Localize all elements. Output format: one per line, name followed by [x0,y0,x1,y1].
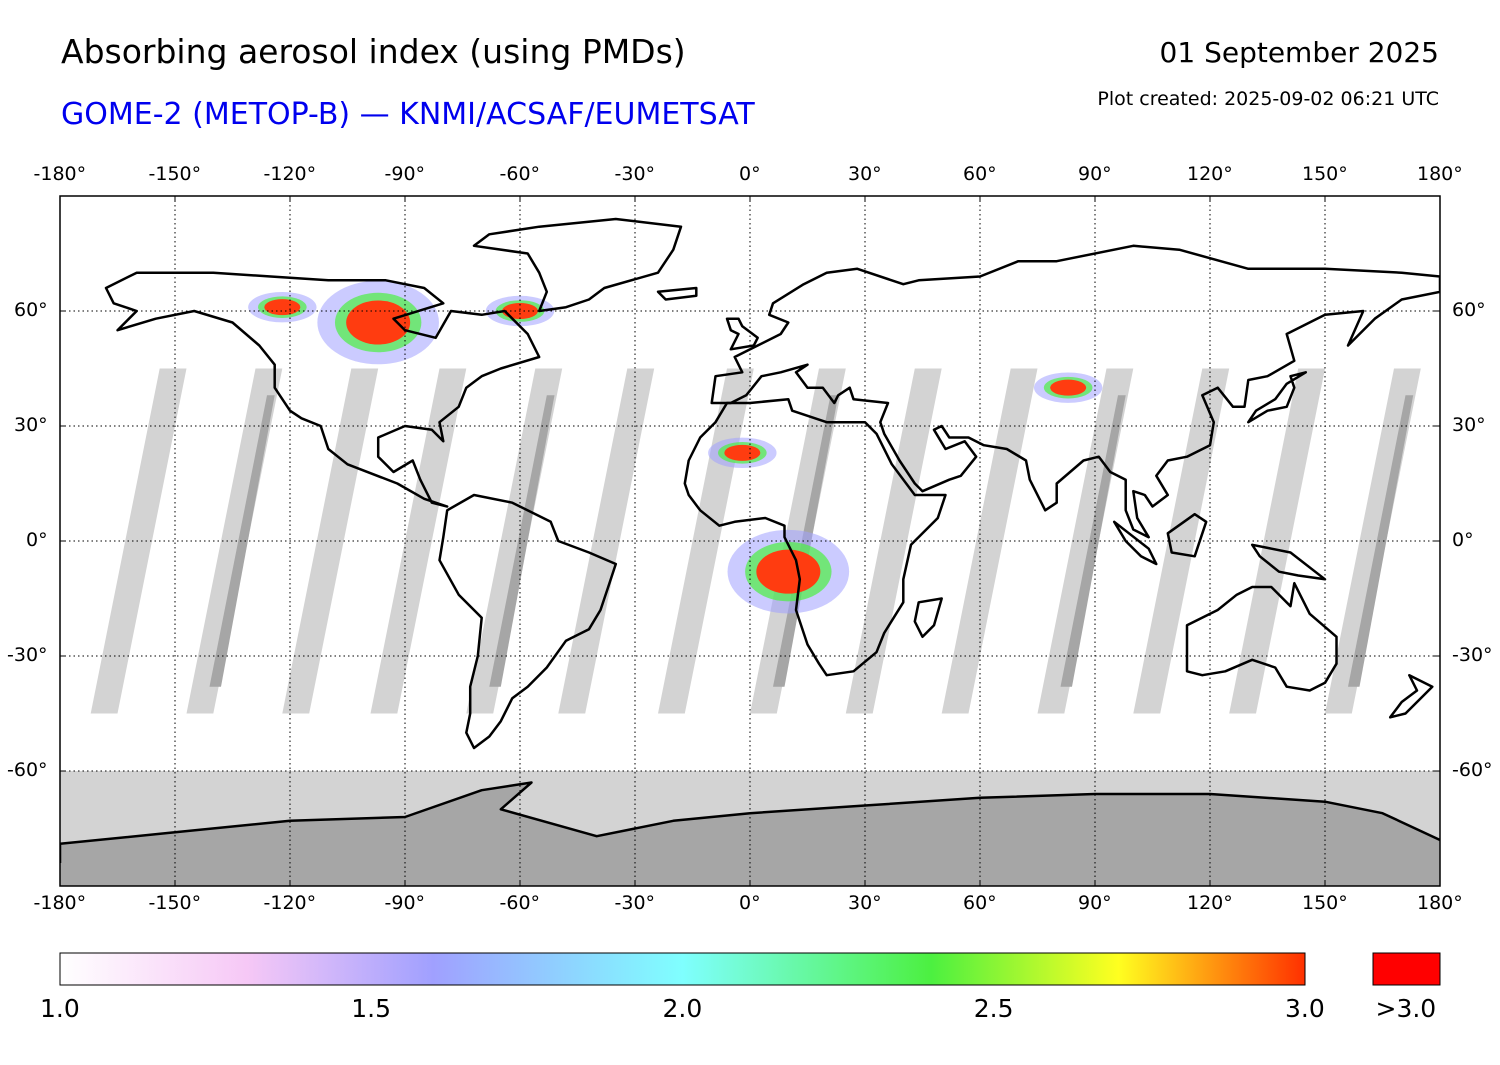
coastline-uk [725,317,759,351]
colorbar-bar [59,952,1306,986]
plot-title: Absorbing aerosol index (using PMDs) [61,32,686,71]
antarctic-no-data [60,771,1440,886]
plume-core [756,549,821,594]
no-data-swath [90,368,187,714]
lon-label-top: 0° [739,163,761,185]
coastline-sumatra [1112,520,1158,566]
coastline-north-america [104,271,541,508]
no-data-swath [1229,368,1325,714]
plume-core [264,299,301,316]
no-data-swath [941,368,1038,714]
map-area [60,196,1440,886]
lon-label-top: 120° [1187,163,1233,185]
plume-core [1050,379,1087,396]
lon-label-top: -30° [614,163,656,185]
lon-label-bottom: -150° [148,892,202,914]
map-ticks [59,196,1441,886]
coastline-iceland [656,286,698,301]
coastline-eurasia [710,244,1440,539]
lon-label-bottom: 120° [1187,892,1233,914]
lon-label-top: 180° [1417,163,1463,185]
no-data-swath-dark [1348,395,1414,687]
colorbar-tick-label: 2.5 [973,994,1014,1023]
lon-label-bottom: 0° [739,892,761,914]
lat-label-right: 0° [1452,529,1474,551]
lon-label-top: -60° [499,163,541,185]
aerosol-plumes [248,280,1103,614]
plume-core [724,444,761,461]
lon-label-bottom: 90° [1078,892,1112,914]
colorbar [59,952,1441,986]
colorbar-tick-label: 2.0 [662,994,703,1023]
lon-label-top: -180° [33,163,87,185]
lat-label-right: 30° [1452,414,1486,436]
lon-label-bottom: -60° [499,892,541,914]
no-data-swath [558,368,655,714]
coastline-africa [683,397,947,677]
plume-core [346,300,411,345]
coastline-australia [1185,581,1338,692]
no-data-swath-dark [209,395,275,687]
lon-label-top: -120° [263,163,317,185]
lat-label-left: -60° [7,759,48,781]
coastline-new-guinea [1250,543,1327,581]
coastline-borneo [1166,512,1208,558]
lon-label-bottom: -90° [384,892,426,914]
lat-label-right: -30° [1452,644,1493,666]
graticule [60,196,1440,886]
lon-label-bottom: -120° [263,892,317,914]
colorbar-overflow-swatch [1372,952,1441,986]
lon-label-bottom: 150° [1302,892,1348,914]
coastline-antarctica [60,781,1440,863]
lat-label-left: -30° [7,644,48,666]
colorbar-tick-label: 1.0 [40,994,80,1023]
lon-label-bottom: 180° [1417,892,1463,914]
no-data-swath-dark [489,395,555,687]
no-data-swath [370,368,467,714]
lon-label-top: 60° [963,163,997,185]
lon-label-bottom: -30° [614,892,656,914]
colorbar-tick-label: 3.0 [1285,994,1325,1023]
lon-label-top: -90° [384,163,426,185]
colorbar-overflow-label: >3.0 [1375,994,1437,1023]
lat-label-left: 30° [14,414,48,436]
coastline-madagascar [913,597,943,639]
plot-created-timestamp: Plot created: 2025-09-02 06:21 UTC [1097,88,1439,110]
lat-label-left: 0° [26,529,48,551]
lon-label-bottom: -180° [33,892,87,914]
colorbar-tick-label: 1.5 [351,994,392,1023]
plot-subtitle: GOME-2 (METOP-B) — KNMI/ACSAF/EUMETSAT [61,97,755,132]
lat-label-right: -60° [1452,759,1493,781]
coastlines [60,217,1440,863]
coastline-japan [1247,371,1308,424]
lon-label-top: 30° [848,163,882,185]
lon-label-bottom: 30° [848,892,882,914]
lat-label-right: 60° [1452,299,1486,321]
lon-label-top: 150° [1302,163,1348,185]
coastline-greenland [472,217,683,313]
no-data-swath-dark [1060,395,1126,687]
plot-date: 01 September 2025 [1159,36,1439,69]
lon-label-top: 90° [1078,163,1112,185]
lon-label-top: -150° [148,163,202,185]
coastline-new-zealand [1388,673,1434,719]
lat-label-left: 60° [14,299,48,321]
lon-label-bottom: 60° [963,892,997,914]
